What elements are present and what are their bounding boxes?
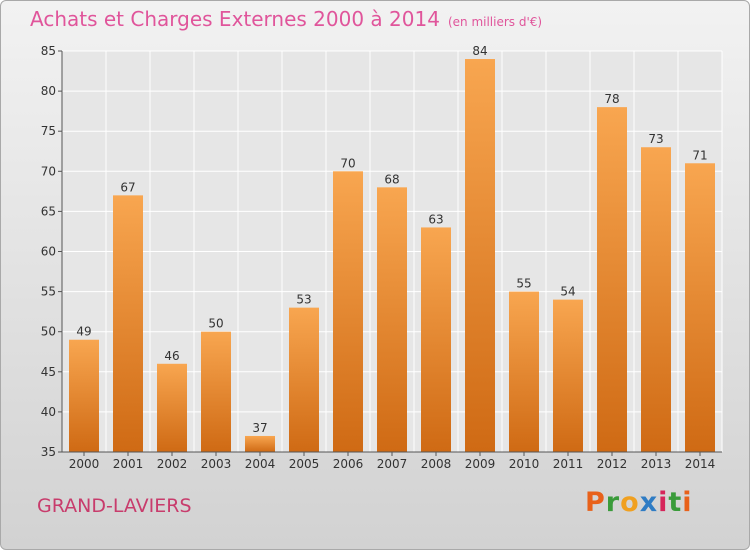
x-tick-label: 2012 (597, 457, 628, 471)
y-tick-label: 80 (41, 84, 56, 98)
y-tick-label: 50 (41, 325, 56, 339)
x-tick-label: 2003 (201, 457, 232, 471)
value-label: 53 (296, 293, 311, 307)
bar-2003 (201, 331, 231, 452)
bar-2013 (641, 147, 671, 453)
value-label: 84 (472, 44, 487, 58)
logo-letter: r (605, 487, 621, 518)
bar-2010 (509, 291, 539, 452)
y-tick-label: 65 (41, 204, 56, 218)
value-label: 71 (692, 148, 707, 162)
bar-2009 (465, 59, 495, 453)
x-tick-label: 2000 (69, 457, 100, 471)
x-tick-label: 2014 (685, 457, 716, 471)
value-label: 68 (384, 172, 399, 186)
bar-2008 (421, 227, 451, 452)
bar-layer: 49 67 46 50 37 53 70 68 63 84 55 54 78 73 71 (69, 44, 715, 453)
x-tick-label: 2008 (421, 457, 452, 471)
bar-2007 (377, 187, 407, 452)
y-tick-label: 60 (41, 245, 56, 259)
y-tick-label: 45 (41, 365, 56, 379)
y-tick-label: 75 (41, 124, 56, 138)
axis-layer: 35 40 45 50 55 60 65 70 75 80 85 2000 2001 2002 2003 20… (41, 44, 722, 471)
y-tick-label: 55 (41, 285, 56, 299)
bar-2012 (597, 107, 627, 452)
x-tick-label: 2010 (509, 457, 540, 471)
logo-letter: i (682, 487, 693, 518)
bar-2006 (333, 171, 363, 453)
x-tick-label: 2006 (333, 457, 364, 471)
x-tick-label: 2001 (113, 457, 144, 471)
x-tick-label: 2007 (377, 457, 408, 471)
logo-letter: o (620, 487, 640, 518)
bar-2011 (553, 299, 583, 452)
y-tick-label: 85 (41, 44, 56, 58)
bar-2005 (289, 307, 319, 452)
chart-title: Achats et Charges Externes 2000 à 2014 (30, 7, 440, 31)
x-tick-label: 2011 (553, 457, 584, 471)
value-label: 70 (340, 156, 355, 170)
x-tick-label: 2013 (641, 457, 672, 471)
logo-letter: t (668, 487, 683, 518)
x-tick-label: 2002 (157, 457, 188, 471)
bar-2002 (157, 363, 187, 452)
y-tick-label: 70 (41, 164, 56, 178)
commune-name: GRAND-LAVIERS (37, 495, 192, 517)
value-label: 54 (560, 285, 575, 299)
bar-2004 (245, 435, 275, 452)
chart-unit: (en milliers d'€) (447, 15, 543, 29)
x-tick-label: 2005 (289, 457, 320, 471)
bar-2000 (69, 339, 99, 452)
value-label: 73 (648, 132, 663, 146)
bar-2014 (685, 163, 715, 452)
value-label: 37 (252, 421, 267, 435)
value-label: 46 (164, 349, 179, 363)
logo-letter: i (658, 487, 669, 518)
chart-title-block: Achats et Charges Externes 2000 à 2014 (e… (30, 7, 542, 31)
value-label: 50 (208, 317, 223, 331)
x-tick-label: 2009 (465, 457, 496, 471)
y-tick-label: 35 (41, 445, 56, 459)
value-label: 78 (604, 92, 619, 106)
x-tick-label: 2004 (245, 457, 276, 471)
y-tick-label: 40 (41, 405, 56, 419)
logo-letter: x (639, 487, 659, 518)
bar-2001 (113, 195, 143, 453)
value-label: 67 (120, 180, 135, 194)
value-label: 55 (516, 277, 531, 291)
value-label: 63 (428, 212, 443, 226)
logo-letter: P (585, 487, 606, 518)
value-label: 49 (76, 325, 91, 339)
proxiti-logo: Proxiti (585, 487, 693, 518)
